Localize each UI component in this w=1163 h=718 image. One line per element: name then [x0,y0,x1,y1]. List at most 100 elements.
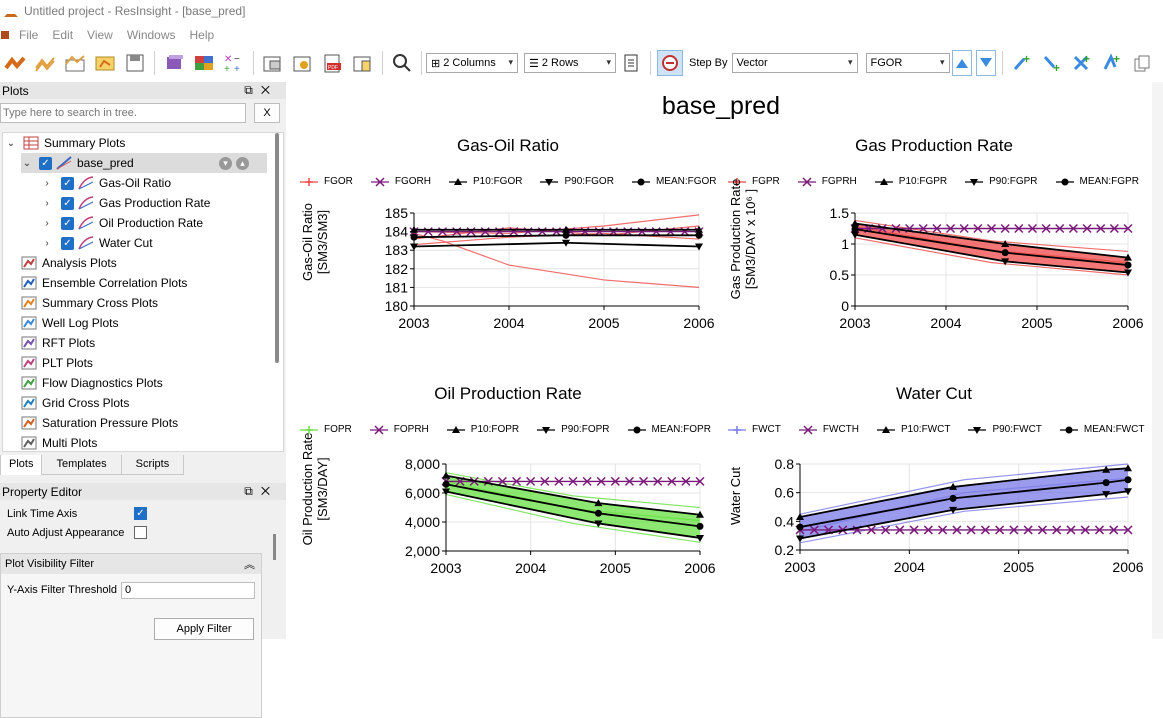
chevron-right-icon[interactable]: › [45,197,49,209]
legend-item[interactable]: P10:FOPR [446,424,519,435]
tree-node-plt-plots[interactable]: PLT Plots [21,353,93,373]
menu-windows[interactable]: Windows [126,28,176,42]
tree-node-well-log-plots[interactable]: Well Log Plots [21,313,118,333]
checkbox-checked-icon[interactable]: ✓ [61,196,74,210]
add-curve-alt-icon[interactable]: + [1099,50,1125,76]
legend-item[interactable]: MEAN:FGPR [1055,176,1139,187]
tree-node-base-pred[interactable]: ⌄ ✓ base_pred ▾ ▴ [21,153,267,173]
tree-node-summary-plots[interactable]: ⌄ Summary Plots [5,133,126,153]
legend-item[interactable]: P90:FGPR [965,176,1038,187]
close-icon[interactable]: ✕ [260,83,278,97]
import-grid-icon[interactable] [62,50,88,76]
legend-item[interactable]: P90:FOPR [537,424,610,435]
legend-item[interactable]: FGOR [300,176,353,187]
step-by-toggle-icon[interactable] [657,50,683,76]
main-scrollbar[interactable] [1152,82,1163,639]
menu-view[interactable]: View [87,28,113,42]
previous-up-icon[interactable] [951,50,972,76]
tree-node-summary-cross-plots[interactable]: Summary Cross Plots [21,293,158,313]
menu-edit[interactable]: Edit [52,28,74,42]
apply-filter-button[interactable]: Apply Filter [154,618,254,640]
move-up-icon[interactable]: ▴ [236,156,249,170]
add-curve-down-icon[interactable]: + [1039,50,1065,76]
columns-select[interactable]: ⊞ 2 Columns ▾ [426,53,518,73]
add-cross-curve-icon[interactable]: + [1069,50,1095,76]
document-icon[interactable] [618,50,644,76]
tree-node-ensemble-correlation-plots[interactable]: Ensemble Correlation Plots [21,273,187,293]
legend-item[interactable]: P90:FWCT [968,424,1042,435]
chevron-right-icon[interactable]: › [45,177,49,189]
step-by-select[interactable]: Vector ▾ [731,53,858,73]
tree-node-plot[interactable]: › ✓ Gas Production Rate [41,193,210,213]
chevron-right-icon[interactable]: › [45,237,49,249]
tab-templates[interactable]: Templates [41,455,122,475]
move-down-icon[interactable]: ▾ [219,156,232,170]
checkbox-checked-icon[interactable]: ✓ [61,176,74,190]
tree-search-input[interactable] [0,102,246,123]
legend-item[interactable]: FOPRH [369,424,429,435]
snapshot-to-clipboard-icon[interactable] [260,50,286,76]
vector-select[interactable]: FGOR ▾ [865,53,950,73]
legend-item[interactable]: MEAN:FGOR [631,176,717,187]
property-scrollbar[interactable] [273,534,276,560]
tree-node-plot[interactable]: › ✓ Oil Production Rate [41,213,203,233]
legend-item[interactable]: FWCTH [798,424,859,435]
export-pdf-icon[interactable]: PDF [320,50,346,76]
next-down-icon[interactable] [975,50,996,76]
legend-item[interactable]: MEAN:FWCT [1059,424,1144,435]
zoom-all-icon[interactable] [389,50,415,76]
legend-item[interactable]: FWCT [728,424,781,435]
tree-node-rft-plots[interactable]: RFT Plots [21,333,95,353]
snapshot-all-icon[interactable] [350,50,376,76]
legend-item[interactable]: FGPRH [797,176,857,187]
legend-item[interactable]: P10:FWCT [877,424,950,435]
snapshot-to-file-icon[interactable] [290,50,316,76]
legend-item[interactable]: MEAN:FOPR [627,424,711,435]
3d-view-icon[interactable] [161,50,187,76]
tree-node-plot[interactable]: › ✓ Water Cut [41,233,152,253]
legend-item[interactable]: P90:FGOR [540,176,614,187]
link-time-axis-checkbox[interactable]: ✓ [134,507,147,520]
save-icon[interactable] [122,50,148,76]
tree-node-flow-diagnostics-plots[interactable]: Flow Diagnostics Plots [21,373,163,393]
threshold-input[interactable]: 0 [121,582,255,599]
tree-node-grid-cross-plots[interactable]: Grid Cross Plots [21,393,129,413]
open-project-icon[interactable] [92,50,118,76]
chevron-down-icon[interactable]: ⌄ [6,137,16,149]
legend-item[interactable]: P10:FGPR [874,176,947,187]
checkbox-checked-icon[interactable]: ✓ [61,236,74,250]
legend-item[interactable]: FOPR [300,424,352,435]
grid-view-icon[interactable] [191,50,217,76]
tab-plots[interactable]: Plots [0,455,43,475]
legend-item[interactable]: FGPR [728,176,780,187]
chevron-right-icon[interactable]: › [45,217,49,229]
tree-node-analysis-plots[interactable]: Analysis Plots [21,253,117,273]
copy-icon[interactable] [1129,50,1155,76]
close-icon[interactable]: ✕ [260,484,278,498]
auto-adjust-checkbox[interactable] [134,526,147,539]
tree-node-multi-plots[interactable]: Multi Plots [21,433,97,451]
menu-file[interactable]: File [0,28,45,42]
add-curve-up-icon[interactable]: + [1009,50,1035,76]
checkbox-checked-icon[interactable]: ✓ [61,216,74,230]
float-icon[interactable]: ⧉ [244,484,261,498]
collapse-icon[interactable]: ︽ [244,559,255,571]
chevron-down-icon[interactable]: ⌄ [22,157,32,169]
menu-help[interactable]: Help [189,28,215,42]
tree-node-plot[interactable]: › ✓ Gas-Oil Ratio [41,173,171,193]
calculator-icon[interactable]: ✕ − + + [221,50,247,76]
import-ensemble-icon[interactable] [32,50,58,76]
checkbox-checked-icon[interactable]: ✓ [39,156,52,170]
tree-node-saturation-pressure-plots[interactable]: Saturation Pressure Plots [21,413,178,433]
tree-scrollbar[interactable] [275,133,279,363]
rows-select[interactable]: ☰ 2 Rows ▾ [524,53,616,73]
tab-scripts[interactable]: Scripts [120,455,185,475]
clear-search-button[interactable]: X [254,102,280,123]
import-summary-icon[interactable] [2,50,28,76]
float-icon[interactable]: ⧉ [244,83,261,97]
legend-item[interactable]: FGORH [370,176,431,187]
